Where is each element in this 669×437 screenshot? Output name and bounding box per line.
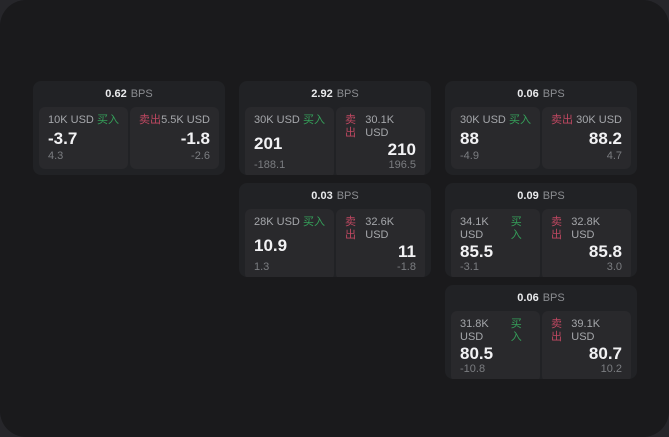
bps-header: 0.62 BPS [33,81,225,107]
bps-unit-label: BPS [542,190,565,202]
quote-card: 0.09 BPS 34.1K USD 买入 85.5 -3.1 卖出 32.8K… [445,183,637,277]
buy-quote-tile[interactable]: 31.8K USD 买入 80.5 -10.8 [451,311,540,379]
sell-price: 80.7 [588,344,622,363]
sell-change: 3.0 [606,261,622,273]
bps-value: 0.03 [311,190,333,202]
buy-amount: 30K USD [254,114,300,126]
sell-price: -1.8 [180,129,210,148]
quote-card-grid: 0.62 BPS 10K USD 买入 -3.7 4.3 卖出 5.5K USD [33,81,637,379]
sell-amount: 30.1K USD [365,114,395,139]
bps-value: 0.06 [517,292,539,304]
buy-change: 4.3 [48,150,64,162]
quote-card: 2.92 BPS 30K USD 买入 201 -188.1 卖出 30.1K … [239,81,431,175]
sell-amount: 32.6K USD [365,216,395,241]
buy-change: -188.1 [254,159,286,171]
buy-amount: 28K USD [254,216,300,228]
buy-quote-tile[interactable]: 28K USD 买入 10.9 1.3 [245,209,334,277]
sell-quote-tile[interactable]: 卖出 30K USD 88.2 4.7 [542,107,631,169]
sell-change: 4.7 [606,150,622,162]
buy-price: 80.5 [460,344,494,363]
buy-amount: 30K USD [460,114,506,126]
sell-side-label: 卖出 [139,114,161,126]
sell-amount: 5.5K USD [161,114,210,126]
sell-quote-tile[interactable]: 卖出 32.6K USD 11 -1.8 [336,209,425,277]
buy-quote-tile[interactable]: 30K USD 买入 201 -188.1 [245,107,334,175]
sell-side-label: 卖出 [345,216,356,241]
bps-header: 0.03 BPS [239,183,431,209]
sell-side-label: 卖出 [551,216,562,241]
sell-quote-tile[interactable]: 卖出 32.8K USD 85.8 3.0 [542,209,631,277]
bps-header: 0.06 BPS [445,285,637,311]
buy-change: -10.8 [460,363,486,375]
buy-price: 88 [460,129,479,148]
sell-amount: 30K USD [576,114,622,126]
sell-quote-tile[interactable]: 卖出 30.1K USD 210 196.5 [336,107,425,175]
sell-amount: 32.8K USD [571,216,601,241]
sell-change: -1.8 [397,261,416,273]
sell-amount: 39.1K USD [571,318,601,343]
buy-side-label: 买入 [510,216,522,241]
quote-card: 0.06 BPS 30K USD 买入 88 -4.9 卖出 30K USD [445,81,637,175]
sell-change: 196.5 [388,159,416,171]
buy-change: 1.3 [254,261,270,273]
bps-unit-label: BPS [336,190,359,202]
buy-side-label: 买入 [303,114,325,126]
buy-amount: 34.1K USD [460,216,489,241]
bps-unit-label: BPS [130,88,153,100]
buy-price: -3.7 [48,129,78,148]
buy-quote-tile[interactable]: 30K USD 买入 88 -4.9 [451,107,540,169]
sell-change: -2.6 [191,150,210,162]
sell-side-label: 卖出 [551,318,562,343]
buy-price: 85.5 [460,242,494,261]
buy-price: 10.9 [254,235,288,255]
bps-unit-label: BPS [542,88,565,100]
bps-value: 0.06 [517,88,539,100]
bps-value: 0.09 [517,190,539,202]
sell-quote-tile[interactable]: 卖出 5.5K USD -1.8 -2.6 [130,107,219,169]
bps-value: 0.62 [105,88,127,100]
sell-side-label: 卖出 [551,114,573,126]
buy-price: 201 [254,133,283,153]
bps-unit-label: BPS [542,292,565,304]
buy-change: -4.9 [460,150,479,162]
sell-change: 10.2 [600,363,622,375]
sell-price: 88.2 [588,129,622,148]
bps-header: 2.92 BPS [239,81,431,107]
buy-quote-tile[interactable]: 10K USD 买入 -3.7 4.3 [39,107,128,169]
quote-card: 0.62 BPS 10K USD 买入 -3.7 4.3 卖出 5.5K USD [33,81,225,175]
buy-side-label: 买入 [509,114,531,126]
bps-value: 2.92 [311,88,333,100]
sell-price: 210 [387,140,416,159]
quote-card: 0.03 BPS 28K USD 买入 10.9 1.3 卖出 32.6K US… [239,183,431,277]
buy-change: -3.1 [460,261,479,273]
buy-amount: 10K USD [48,114,94,126]
sell-price: 85.8 [588,242,622,261]
buy-side-label: 买入 [303,216,325,228]
bps-header: 0.06 BPS [445,81,637,107]
sell-side-label: 卖出 [345,114,356,139]
buy-side-label: 买入 [510,318,522,343]
sell-quote-tile[interactable]: 卖出 39.1K USD 80.7 10.2 [542,311,631,379]
quote-card: 0.06 BPS 31.8K USD 买入 80.5 -10.8 卖出 39.1… [445,285,637,379]
bps-header: 0.09 BPS [445,183,637,209]
sell-price: 11 [398,242,416,261]
buy-quote-tile[interactable]: 34.1K USD 买入 85.5 -3.1 [451,209,540,277]
buy-side-label: 买入 [97,114,119,126]
bps-unit-label: BPS [336,88,359,100]
buy-amount: 31.8K USD [460,318,489,343]
